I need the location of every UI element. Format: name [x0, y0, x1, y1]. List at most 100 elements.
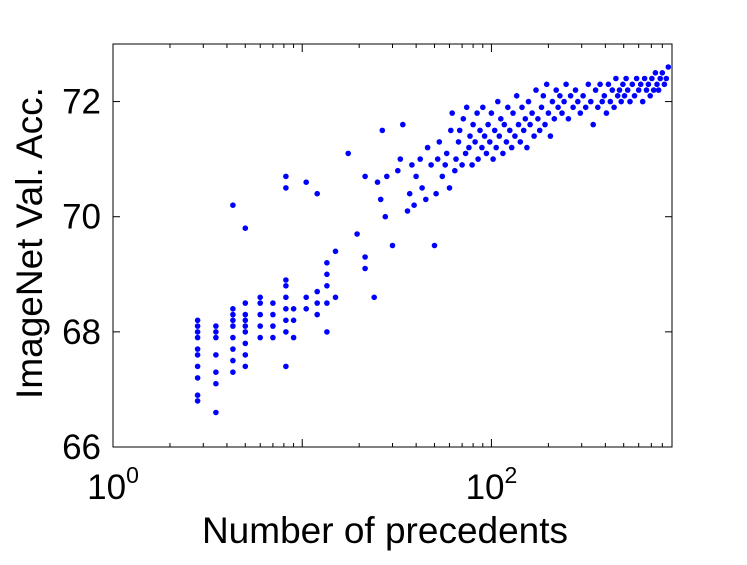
data-point	[637, 81, 644, 88]
data-point	[324, 271, 330, 278]
data-point	[213, 334, 219, 341]
data-point	[540, 93, 547, 99]
data-point	[257, 311, 264, 318]
data-point	[527, 121, 533, 128]
data-point	[242, 317, 249, 324]
data-point	[547, 133, 554, 139]
data-point	[242, 311, 249, 318]
data-point	[485, 121, 491, 128]
data-point	[469, 162, 475, 168]
data-point	[519, 104, 525, 111]
data-point	[490, 156, 496, 162]
data-point	[395, 167, 401, 174]
data-point	[194, 317, 201, 324]
data-point	[436, 139, 443, 145]
data-point	[513, 93, 520, 99]
y-tick-label: 70	[62, 198, 101, 237]
data-point	[194, 352, 201, 358]
data-point	[609, 87, 616, 93]
data-point	[411, 202, 417, 208]
data-point	[479, 144, 485, 151]
data-point	[474, 110, 480, 116]
data-point	[551, 116, 558, 122]
data-point	[567, 93, 574, 99]
data-point	[543, 81, 550, 88]
data-point	[510, 110, 516, 116]
data-point	[585, 81, 592, 88]
data-point	[194, 329, 201, 335]
data-point	[621, 93, 628, 99]
data-point	[460, 116, 467, 122]
data-point	[257, 294, 264, 301]
data-point	[515, 121, 522, 128]
data-point	[213, 352, 219, 358]
data-point	[270, 334, 276, 341]
data-point	[303, 179, 310, 185]
data-point	[283, 277, 289, 283]
data-point	[603, 110, 610, 116]
y-tick-label: 72	[62, 83, 101, 122]
data-point	[536, 127, 543, 134]
data-point	[283, 317, 289, 324]
data-point	[522, 116, 529, 122]
data-point	[607, 98, 614, 105]
data-point	[654, 81, 660, 88]
data-point	[599, 98, 605, 105]
data-point	[467, 133, 473, 139]
data-point	[480, 104, 486, 111]
data-point	[661, 81, 668, 88]
x-tick-label: 102	[466, 462, 518, 507]
data-point	[270, 323, 276, 329]
data-point	[616, 87, 623, 93]
data-point	[242, 329, 249, 335]
data-point	[362, 173, 368, 180]
data-point	[290, 317, 297, 324]
data-point	[475, 156, 481, 162]
data-point	[588, 98, 594, 105]
data-point	[580, 93, 586, 99]
data-point	[362, 265, 368, 272]
data-point	[496, 133, 503, 139]
data-point	[466, 144, 472, 151]
data-point	[463, 104, 470, 111]
data-point	[230, 357, 236, 364]
data-point	[553, 87, 559, 93]
data-point	[512, 133, 518, 139]
data-point	[477, 127, 483, 134]
data-point	[529, 110, 535, 116]
data-point	[332, 248, 339, 255]
data-point	[627, 98, 633, 105]
data-point	[406, 190, 413, 197]
data-point	[487, 139, 493, 145]
data-point	[324, 300, 330, 306]
data-point	[624, 87, 631, 93]
x-tick-exponent: 0	[126, 462, 139, 488]
data-point	[242, 300, 249, 306]
data-point	[601, 93, 608, 99]
data-point	[362, 254, 368, 260]
data-point	[379, 127, 386, 134]
data-point	[620, 81, 626, 88]
data-point	[462, 150, 469, 157]
data-point	[535, 116, 541, 122]
data-point	[524, 144, 530, 151]
y-tick-label: 66	[62, 428, 101, 467]
data-point	[194, 323, 201, 329]
data-point	[498, 116, 504, 122]
data-point	[314, 300, 321, 306]
data-point	[595, 104, 601, 111]
data-point	[508, 144, 515, 151]
data-point	[283, 306, 289, 312]
data-point	[314, 190, 321, 197]
data-point	[270, 300, 276, 306]
data-point	[559, 110, 565, 116]
data-point	[483, 150, 490, 157]
data-point	[491, 127, 498, 134]
data-point	[570, 104, 576, 111]
data-point	[230, 334, 236, 341]
data-point	[194, 398, 201, 404]
data-point	[283, 294, 289, 301]
data-point	[446, 185, 453, 191]
